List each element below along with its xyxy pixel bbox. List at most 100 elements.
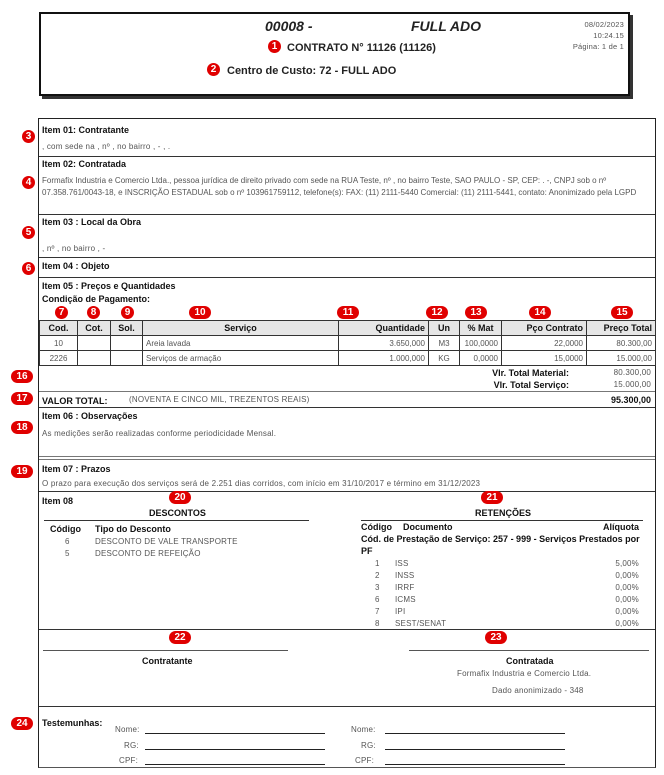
desconto-code: 5 [65, 549, 70, 558]
item04-title: Item 04 : Objeto [42, 261, 110, 271]
item08-title: Item 08 [42, 496, 74, 506]
descontos-col-type: Tipo do Desconto [95, 524, 171, 534]
annotation-marker: 8 [87, 306, 100, 319]
witness1-cpf-line [145, 764, 325, 765]
retencao-rate: 0,00% [615, 595, 639, 604]
column-header: Serviço [142, 320, 339, 336]
annotation-marker: 11 [337, 306, 359, 319]
retencao-code: 8 [375, 619, 380, 628]
payment-condition: Condição de Pagamento: [42, 294, 151, 304]
witness2-cpf-line [385, 764, 565, 765]
column-header: % Mat [459, 320, 502, 336]
witness2-rg-label: RG: [361, 741, 376, 750]
retencoes-col-code: Código [361, 522, 392, 532]
table-cell [110, 350, 143, 366]
item06-text: As medições serão realizadas conforme pe… [42, 429, 277, 438]
table-cell: Serviços de armação [142, 350, 339, 366]
signature-contratante: Contratante [142, 656, 193, 666]
item01-title: Item 01: Contratante [42, 125, 130, 135]
retencao-code: 7 [375, 607, 380, 616]
annotation-marker: 16 [11, 370, 33, 383]
cost-center: Centro de Custo: 72 - FULL ADO [227, 65, 397, 77]
table-cell [110, 335, 143, 351]
annotation-marker: 20 [169, 491, 191, 504]
item03-text: , nº , no bairro , - [42, 244, 106, 253]
item02-text: Formafix Industria e Comercio Ltda., pes… [42, 176, 637, 197]
retencao-rate: 0,00% [615, 571, 639, 580]
annotation-marker: 3 [22, 130, 35, 143]
table-cell: 1.000,000 [338, 350, 429, 366]
annotation-marker: 7 [55, 306, 68, 319]
retencao-doc: IRRF [395, 583, 415, 592]
item05-title: Item 05 : Preços e Quantidades [42, 281, 176, 291]
page-number: Página: 1 de 1 [572, 42, 624, 51]
annotation-marker: 5 [22, 226, 35, 239]
table-row: 10 Areia lavada 3.650,000 M3 100,0000 22,0000… [39, 335, 656, 351]
prices-table: Cod. Cot. Sol. Serviço Quantidade Un% Mat Pço … [39, 320, 656, 366]
annotation-marker: 10 [189, 306, 211, 319]
column-header: Sol. [110, 320, 143, 336]
annotation-marker: 12 [426, 306, 448, 319]
witness1-nome-label: Nome: [115, 725, 140, 734]
item07-title: Item 07 : Prazos [42, 464, 111, 474]
annotation-marker: 15 [611, 306, 633, 319]
descontos-title: DESCONTOS [149, 508, 206, 518]
witness1-rg-label: RG: [124, 741, 139, 750]
annotation-marker: 6 [22, 262, 35, 275]
desconto-code: 6 [65, 537, 70, 546]
retencoes-service: Cód. de Prestação de Serviço: 257 - 999 … [361, 534, 640, 556]
table-cell: 100,0000 [459, 335, 502, 351]
annotation-marker: 13 [465, 306, 487, 319]
retencao-rate: 5,00% [615, 559, 639, 568]
desconto-type: DESCONTO DE VALE TRANSPORTE [95, 537, 238, 546]
annotation-marker: 21 [481, 491, 503, 504]
table-cell [77, 350, 111, 366]
witness2-nome-line [385, 733, 565, 734]
annotation-marker: 4 [22, 176, 35, 189]
annotation-marker: 2 [207, 63, 220, 76]
witness1-nome-line [145, 733, 325, 734]
table-cell [77, 335, 111, 351]
witness2-nome-label: Nome: [351, 725, 376, 734]
signature-contratada: Contratada [506, 656, 554, 666]
contract-body: Item 01: Contratante , com sede na , nº … [38, 118, 656, 768]
annotation-marker: 22 [169, 631, 191, 644]
table-cell: Areia lavada [142, 335, 339, 351]
total-service-value: 15.000,00 [613, 380, 651, 389]
column-header: Quantidade [338, 320, 429, 336]
retencao-code: 1 [375, 559, 380, 568]
item06-title: Item 06 : Observações [42, 411, 138, 421]
table-cell: 0,0000 [459, 350, 502, 366]
descontos-col-code: Código [50, 524, 81, 534]
table-cell: 3.650,000 [338, 335, 429, 351]
table-cell: M3 [428, 335, 460, 351]
item01-text: , com sede na , nº , no bairro , - , . [42, 142, 171, 151]
desconto-type: DESCONTO DE REFEIÇÃO [95, 549, 201, 558]
witness1-rg-line [145, 749, 325, 750]
retencao-rate: 0,00% [615, 607, 639, 616]
print-time: 10:24.15 [593, 31, 624, 40]
column-header: Cod. [39, 320, 78, 336]
retencao-doc: INSS [395, 571, 415, 580]
table-cell: 15,0000 [501, 350, 587, 366]
item03-title: Item 03 : Local da Obra [42, 217, 142, 227]
table-cell: KG [428, 350, 460, 366]
table-cell: 10 [39, 335, 78, 351]
column-header: Un [428, 320, 460, 336]
table-cell: 15.000,00 [586, 350, 656, 366]
annotation-marker: 24 [11, 717, 33, 730]
total-material-value: 80.300,00 [613, 368, 651, 377]
item07-text: O prazo para execução dos serviços será … [42, 479, 481, 488]
witness1-cpf-label: CPF: [119, 756, 139, 765]
retencao-doc: SEST/SENAT [395, 619, 447, 628]
total-material-label: Vlr. Total Material: [492, 368, 569, 378]
retencao-code: 3 [375, 583, 380, 592]
retencao-doc: ISS [395, 559, 409, 568]
valor-total-words: (NOVENTA E CINCO MIL, TREZENTOS REAIS) [129, 395, 310, 404]
witnesses-title: Testemunhas: [42, 718, 103, 728]
valor-total-label: VALOR TOTAL: [42, 396, 108, 406]
column-header: Cot. [77, 320, 111, 336]
annotation-marker: 9 [121, 306, 134, 319]
retencao-code: 6 [375, 595, 380, 604]
annotation-marker: 17 [11, 392, 33, 405]
